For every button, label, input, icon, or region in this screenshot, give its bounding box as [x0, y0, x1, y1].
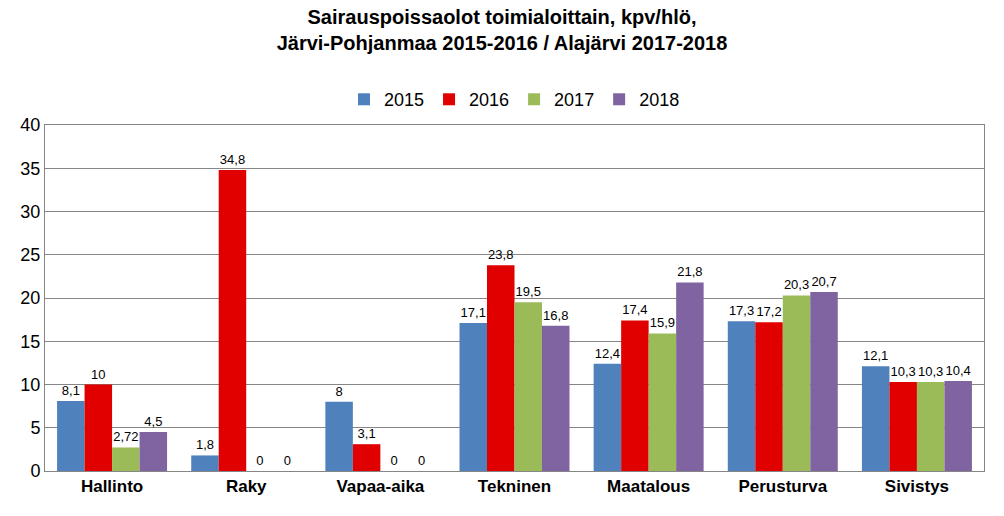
svg-text:1,8: 1,8 [196, 437, 214, 452]
svg-text:Sivistys: Sivistys [885, 477, 949, 496]
svg-text:10,4: 10,4 [946, 363, 971, 378]
svg-text:Vapaa-aika: Vapaa-aika [336, 477, 424, 496]
svg-text:17,1: 17,1 [461, 305, 486, 320]
svg-text:19,5: 19,5 [516, 284, 541, 299]
svg-text:Perusturva: Perusturva [738, 477, 827, 496]
svg-text:34,8: 34,8 [220, 152, 245, 167]
svg-text:0: 0 [256, 453, 263, 468]
svg-text:35: 35 [20, 159, 40, 179]
svg-text:10,3: 10,3 [891, 364, 916, 379]
svg-text:Maatalous: Maatalous [607, 477, 690, 496]
svg-text:16,8: 16,8 [543, 308, 568, 323]
svg-text:0: 0 [390, 453, 397, 468]
svg-text:23,8: 23,8 [488, 247, 513, 262]
svg-text:17,4: 17,4 [622, 302, 647, 317]
svg-text:Raky: Raky [226, 477, 267, 496]
svg-text:20: 20 [20, 288, 40, 308]
svg-text:10: 10 [20, 375, 40, 395]
svg-text:20,7: 20,7 [811, 274, 836, 289]
svg-text:17,3: 17,3 [729, 303, 754, 318]
svg-text:4,5: 4,5 [144, 414, 162, 429]
svg-text:Tekninen: Tekninen [478, 477, 551, 496]
svg-text:2017: 2017 [554, 90, 594, 110]
svg-text:0: 0 [30, 461, 40, 481]
svg-text:0: 0 [418, 453, 425, 468]
svg-text:Sairauspoissaolot toimialoitta: Sairauspoissaolot toimialoittain, kpv/hl… [277, 6, 728, 54]
svg-text:21,8: 21,8 [677, 264, 702, 279]
svg-text:5: 5 [30, 418, 40, 438]
svg-text:15,9: 15,9 [650, 315, 675, 330]
svg-text:10: 10 [91, 367, 105, 382]
svg-text:2,72: 2,72 [113, 429, 138, 444]
svg-text:17,2: 17,2 [756, 304, 781, 319]
svg-text:3,1: 3,1 [358, 426, 376, 441]
svg-text:2016: 2016 [469, 90, 509, 110]
svg-text:12,4: 12,4 [595, 346, 620, 361]
svg-text:20,3: 20,3 [784, 277, 809, 292]
svg-text:15: 15 [20, 332, 40, 352]
svg-text:10,3: 10,3 [918, 364, 943, 379]
svg-text:0: 0 [284, 453, 291, 468]
svg-text:40: 40 [20, 115, 40, 135]
svg-text:25: 25 [20, 245, 40, 265]
svg-text:12,1: 12,1 [863, 348, 888, 363]
svg-text:30: 30 [20, 202, 40, 222]
svg-text:Hallinto: Hallinto [81, 477, 143, 496]
svg-text:2015: 2015 [384, 90, 424, 110]
svg-text:8,1: 8,1 [62, 383, 80, 398]
svg-text:2018: 2018 [639, 90, 679, 110]
svg-text:8: 8 [335, 384, 342, 399]
